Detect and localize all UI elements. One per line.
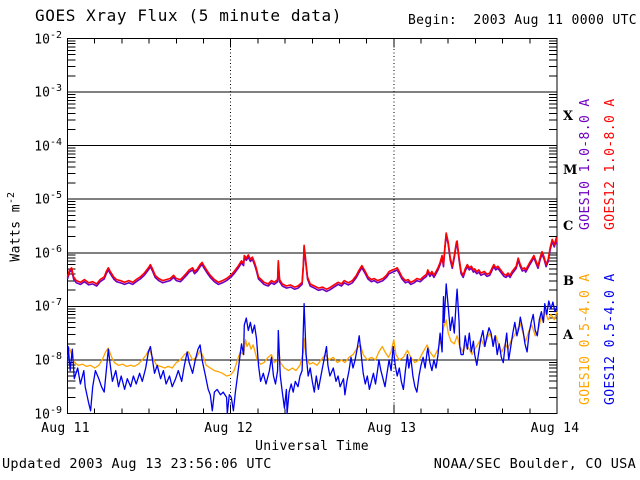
begin-timestamp: Begin: 2003 Aug 11 0000 UTC bbox=[408, 13, 637, 28]
x-day-label: Aug 14 bbox=[530, 421, 580, 436]
flare-class-label: M bbox=[563, 163, 578, 178]
x-day-label: Aug 13 bbox=[367, 421, 417, 436]
y-tick-label: 10-2 bbox=[34, 29, 62, 47]
x-axis-label: Universal Time bbox=[255, 439, 369, 454]
series-goes10-0-5-4-0-a bbox=[66, 309, 558, 377]
flare-class-label: A bbox=[563, 328, 574, 343]
satellite-channel-label: GOES10 1.0-8.0 A bbox=[577, 98, 593, 230]
chart-title: GOES Xray Flux (5 minute data) bbox=[35, 6, 342, 25]
flare-class-label: X bbox=[563, 109, 574, 124]
y-tick-label: 10-9 bbox=[34, 404, 62, 422]
updated-timestamp: Updated 2003 Aug 13 23:56:06 UTC bbox=[2, 456, 272, 472]
y-axis-label: Watts m-2 bbox=[6, 192, 24, 262]
satellite-channel-label: GOES12 1.0-8.0 A bbox=[602, 98, 618, 230]
satellite-channel-label: GOES12 0.5-4.0 A bbox=[602, 273, 618, 405]
series-goes12-0-5-4-0-a bbox=[66, 283, 558, 415]
flare-class-label: C bbox=[563, 219, 574, 234]
y-tick-label: 10-6 bbox=[34, 243, 62, 262]
y-tick-label: 10-5 bbox=[34, 190, 62, 208]
y-tick-label: 10-7 bbox=[34, 297, 62, 315]
series-goes10-1-0-8-0-a bbox=[66, 234, 558, 293]
series-goes12-1-0-8-0-a bbox=[66, 232, 558, 291]
y-tick-label: 10-4 bbox=[34, 136, 62, 154]
flare-class-label: B bbox=[563, 274, 574, 289]
plot-frame bbox=[67, 38, 558, 414]
x-day-label: Aug 11 bbox=[41, 421, 90, 436]
credit-label: NOAA/SEC Boulder, CO USA bbox=[433, 456, 636, 472]
y-tick-label: 10-3 bbox=[34, 83, 62, 101]
y-tick-label: 10-8 bbox=[34, 350, 62, 369]
satellite-channel-label: GOES10 0.5-4.0 A bbox=[577, 273, 593, 405]
x-day-label: Aug 12 bbox=[204, 421, 254, 436]
